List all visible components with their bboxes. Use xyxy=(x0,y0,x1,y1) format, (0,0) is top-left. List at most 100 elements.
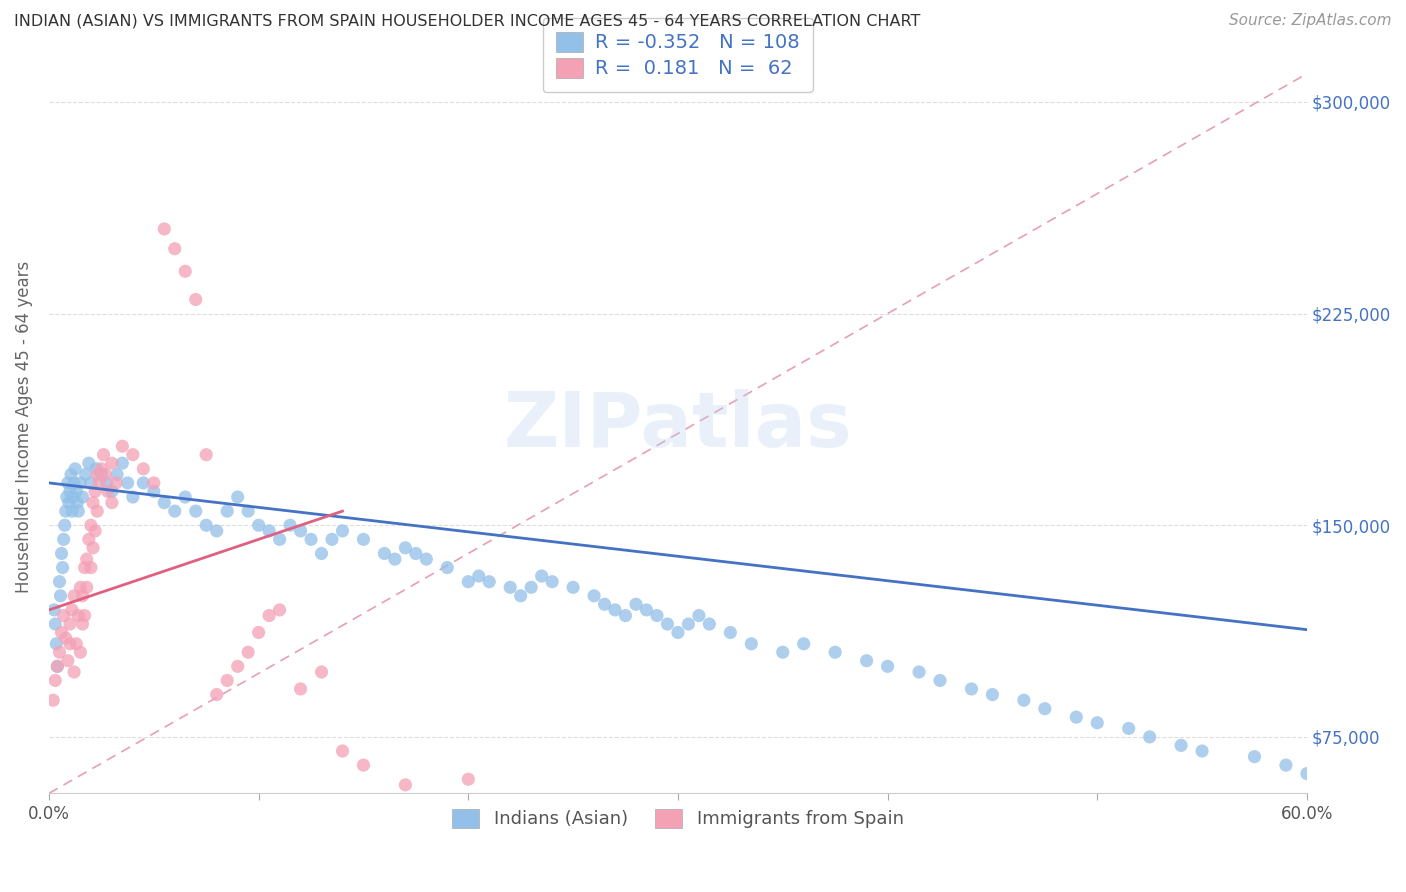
Point xyxy=(51,546,73,560)
Point xyxy=(583,589,606,603)
Point xyxy=(174,264,197,278)
Point xyxy=(195,448,218,462)
Point xyxy=(321,533,343,547)
Point xyxy=(1275,758,1298,772)
Point xyxy=(772,645,794,659)
Point xyxy=(84,462,107,476)
Point xyxy=(530,569,553,583)
Point xyxy=(699,617,721,632)
Point xyxy=(82,541,104,555)
Point xyxy=(66,496,89,510)
Point xyxy=(236,504,259,518)
Point xyxy=(353,533,375,547)
Point xyxy=(69,645,91,659)
Point xyxy=(562,580,585,594)
Point xyxy=(614,608,637,623)
Point xyxy=(205,524,228,538)
Text: ZIPatlas: ZIPatlas xyxy=(503,390,852,464)
Point xyxy=(89,475,111,490)
Point xyxy=(1170,739,1192,753)
Point xyxy=(117,475,139,490)
Point xyxy=(876,659,898,673)
Point xyxy=(86,504,108,518)
Point xyxy=(132,462,155,476)
Point xyxy=(740,637,762,651)
Point xyxy=(67,608,90,623)
Point xyxy=(42,693,65,707)
Point xyxy=(1191,744,1213,758)
Point xyxy=(269,533,291,547)
Point xyxy=(163,504,186,518)
Point xyxy=(60,504,83,518)
Point xyxy=(56,490,79,504)
Point xyxy=(121,448,143,462)
Point xyxy=(55,504,77,518)
Point xyxy=(86,467,108,482)
Text: INDIAN (ASIAN) VS IMMIGRANTS FROM SPAIN HOUSEHOLDER INCOME AGES 45 - 64 YEARS CO: INDIAN (ASIAN) VS IMMIGRANTS FROM SPAIN … xyxy=(14,13,921,29)
Point xyxy=(59,637,82,651)
Point xyxy=(1064,710,1087,724)
Point xyxy=(65,484,87,499)
Point xyxy=(59,484,82,499)
Point xyxy=(468,569,491,583)
Point xyxy=(415,552,437,566)
Point xyxy=(67,504,90,518)
Point xyxy=(217,673,239,688)
Point xyxy=(69,580,91,594)
Point xyxy=(1118,722,1140,736)
Point xyxy=(111,439,134,453)
Point xyxy=(72,490,94,504)
Point xyxy=(72,589,94,603)
Point xyxy=(688,608,710,623)
Point xyxy=(80,560,103,574)
Point xyxy=(436,560,458,574)
Point xyxy=(132,475,155,490)
Point xyxy=(1033,701,1056,715)
Legend: Indians (Asian), Immigrants from Spain: Indians (Asian), Immigrants from Spain xyxy=(446,802,911,836)
Point xyxy=(56,475,79,490)
Point xyxy=(247,518,270,533)
Point xyxy=(278,518,301,533)
Point xyxy=(290,681,312,696)
Point xyxy=(269,603,291,617)
Point xyxy=(80,475,103,490)
Point xyxy=(184,293,207,307)
Point xyxy=(46,659,69,673)
Point xyxy=(82,496,104,510)
Point xyxy=(1400,778,1406,792)
Point xyxy=(226,659,249,673)
Point xyxy=(236,645,259,659)
Point xyxy=(1348,772,1371,787)
Point xyxy=(247,625,270,640)
Point xyxy=(257,524,280,538)
Point xyxy=(405,546,427,560)
Point xyxy=(58,496,80,510)
Point xyxy=(111,456,134,470)
Point xyxy=(105,467,128,482)
Point xyxy=(457,574,479,589)
Point xyxy=(217,504,239,518)
Point xyxy=(49,589,72,603)
Text: Source: ZipAtlas.com: Source: ZipAtlas.com xyxy=(1229,13,1392,29)
Point xyxy=(384,552,406,566)
Point xyxy=(76,552,98,566)
Point xyxy=(311,546,333,560)
Point xyxy=(48,574,70,589)
Point xyxy=(908,665,931,679)
Point xyxy=(1139,730,1161,744)
Point xyxy=(44,603,66,617)
Point xyxy=(1243,749,1265,764)
Point xyxy=(394,541,416,555)
Point xyxy=(73,608,96,623)
Point xyxy=(52,533,75,547)
Point xyxy=(105,475,128,490)
Point xyxy=(84,484,107,499)
Point xyxy=(645,608,668,623)
Point xyxy=(394,778,416,792)
Point xyxy=(75,467,97,482)
Point xyxy=(59,617,82,632)
Point xyxy=(624,597,647,611)
Point xyxy=(657,617,679,632)
Point xyxy=(46,659,69,673)
Point xyxy=(981,688,1004,702)
